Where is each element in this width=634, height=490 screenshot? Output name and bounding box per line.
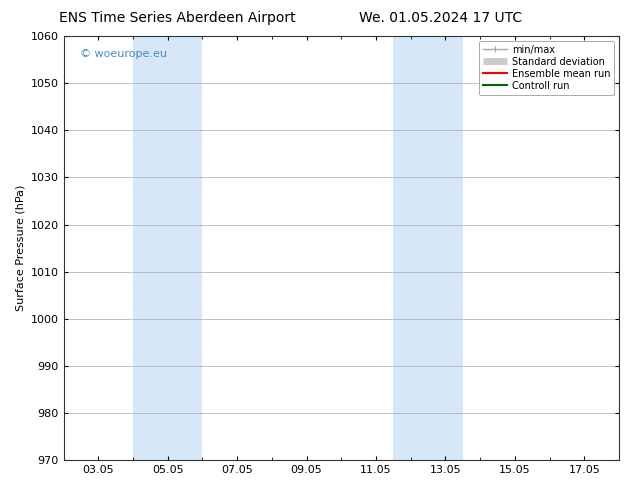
Bar <box>133 36 202 460</box>
Bar <box>393 36 463 460</box>
Title: ENS Time Series Aberdeen Airport     We. 01.05.2024 17 UTC: ENS Time Series Aberdeen Airport We. 01.… <box>0 489 1 490</box>
Text: © woeurope.eu: © woeurope.eu <box>81 49 167 59</box>
Text: ENS Time Series Aberdeen Airport: ENS Time Series Aberdeen Airport <box>59 11 296 25</box>
Y-axis label: Surface Pressure (hPa): Surface Pressure (hPa) <box>15 185 25 311</box>
Legend: min/max, Standard deviation, Ensemble mean run, Controll run: min/max, Standard deviation, Ensemble me… <box>479 41 614 95</box>
Text: We. 01.05.2024 17 UTC: We. 01.05.2024 17 UTC <box>359 11 522 25</box>
